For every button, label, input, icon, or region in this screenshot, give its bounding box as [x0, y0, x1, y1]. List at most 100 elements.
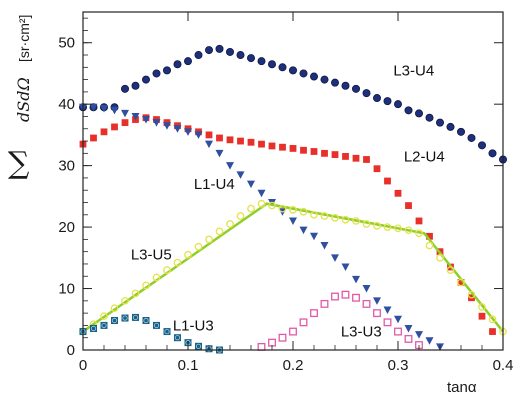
- data-point-l2-u4: [237, 137, 244, 145]
- data-point-l1-u3-ring: [164, 328, 170, 335]
- x-tick-label: 0.3: [388, 357, 409, 374]
- data-point-l1-u4: [121, 109, 129, 118]
- data-point-l3-u5: [152, 273, 161, 282]
- data-point-l3-u5: [436, 253, 444, 262]
- data-point-l3-u4: [330, 78, 339, 87]
- data-point-l3-u3: [373, 309, 381, 318]
- data-point-l3-u4: [194, 51, 203, 60]
- data-point-l1-u4: [362, 285, 371, 293]
- y-tick-label: 50: [58, 35, 75, 52]
- data-point-l3-u3: [268, 338, 276, 347]
- data-point-l1-u4: [299, 226, 308, 235]
- data-point-l3-u4: [204, 46, 213, 55]
- data-point-l3-u3: [320, 299, 329, 308]
- data-point-l3-u4: [351, 84, 360, 93]
- data-point-l3-u4: [288, 66, 297, 75]
- data-point-l3-u5: [226, 220, 234, 228]
- data-point-l1-u4: [89, 103, 98, 112]
- data-point-l2-u4: [352, 154, 360, 162]
- data-point-l3-u3: [383, 318, 392, 327]
- data-point-l2-u4: [342, 153, 349, 160]
- data-point-l3-u5: [163, 266, 171, 274]
- data-point-l3-u4: [425, 113, 434, 122]
- data-point-l3-u5: [289, 206, 297, 214]
- data-point-l2-u4: [247, 138, 255, 146]
- data-point-l3-u5: [404, 226, 413, 235]
- data-point-l3-u5: [205, 235, 213, 244]
- data-point-l1-u4: [100, 104, 108, 113]
- data-point-l3-u5: [478, 303, 486, 311]
- data-point-l3-u5: [184, 250, 192, 259]
- data-point-l3-u3: [394, 327, 402, 336]
- data-point-l2-u4: [90, 134, 97, 142]
- plot-frame: [82, 11, 504, 351]
- data-point-l3-u5: [446, 266, 455, 274]
- data-point-l3-u4: [299, 69, 308, 78]
- data-point-l1-u4: [310, 232, 318, 241]
- data-point-l1-u3: [121, 314, 129, 322]
- data-point-l1-u3: [163, 328, 171, 336]
- data-point-l3-u3: [352, 293, 360, 302]
- data-point-l3-u5: [257, 199, 266, 208]
- data-point-l3-u3: [257, 342, 266, 351]
- data-point-l1-u4: [215, 149, 224, 158]
- data-point-l2-u4: [111, 123, 118, 131]
- data-point-l1-u4: [341, 263, 350, 272]
- data-point-l2-u4: [300, 146, 307, 154]
- series-label-l1-u4: L1-U4: [194, 176, 235, 193]
- data-point-l1-u4: [320, 242, 329, 250]
- data-point-l3-u5: [373, 222, 381, 230]
- data-point-l3-u5: [457, 278, 465, 287]
- data-point-l3-u5: [215, 227, 224, 236]
- series-l3-u4: [79, 44, 507, 164]
- data-point-l3-u5: [352, 217, 360, 225]
- y-axis-label-expr: dSdΩ: [14, 77, 33, 122]
- data-point-l3-u5: [247, 204, 255, 213]
- data-point-l1-u3: [111, 317, 118, 325]
- data-point-l2-u4: [394, 189, 402, 197]
- data-point-l1-u3: [90, 324, 97, 332]
- data-point-l2-u4: [478, 312, 486, 320]
- data-point-l1-u3: [153, 321, 160, 329]
- x-tick-label: 0.2: [283, 357, 304, 374]
- data-point-l1-u3-ring: [122, 315, 128, 321]
- data-point-l3-u4: [372, 94, 381, 103]
- data-point-l2-u4: [321, 149, 328, 157]
- data-point-l3-u4: [320, 75, 329, 84]
- data-point-l3-u5: [100, 312, 108, 321]
- data-point-l1-u4: [247, 180, 255, 189]
- series-label-l2-u4: L2-U4: [404, 148, 445, 165]
- series-l3-u5: [79, 199, 507, 336]
- data-point-l2-u4: [489, 328, 496, 335]
- data-point-l1-u4: [425, 337, 434, 345]
- data-point-l3-u3: [331, 292, 339, 301]
- data-point-l3-u3: [310, 309, 318, 318]
- data-point-l1-u4: [173, 125, 182, 133]
- data-point-l1-u4: [226, 162, 234, 170]
- data-point-l2-u4: [121, 119, 129, 127]
- data-point-l3-u5: [278, 204, 287, 213]
- data-point-l3-u4: [477, 141, 486, 150]
- data-point-l3-u4: [131, 81, 140, 90]
- data-point-l3-u4: [215, 44, 224, 53]
- data-point-l3-u4: [404, 106, 413, 115]
- y-tick-label: 10: [58, 281, 75, 298]
- data-point-l2-u4: [373, 165, 381, 173]
- data-point-l3-u5: [394, 224, 402, 233]
- data-point-l3-u4: [225, 47, 234, 56]
- data-point-l1-u3: [100, 321, 108, 329]
- data-point-l3-u5: [268, 201, 276, 210]
- data-point-l1-u4: [352, 275, 360, 284]
- data-point-l3-u4: [278, 63, 287, 72]
- data-point-l3-u3: [362, 299, 371, 308]
- data-point-l3-u4: [121, 84, 130, 93]
- series-label-l3-u3: L3-U3: [341, 324, 382, 341]
- data-point-l3-u3: [278, 333, 287, 342]
- data-point-l3-u4: [393, 100, 402, 109]
- data-point-l1-u3-ring: [174, 335, 181, 341]
- series-l2-u4: [79, 114, 496, 335]
- data-point-l2-u4: [457, 279, 465, 286]
- data-point-l1-u3: [174, 334, 181, 342]
- series-label-l3-u4: L3-U4: [393, 62, 434, 79]
- data-point-l1-u4: [383, 306, 392, 315]
